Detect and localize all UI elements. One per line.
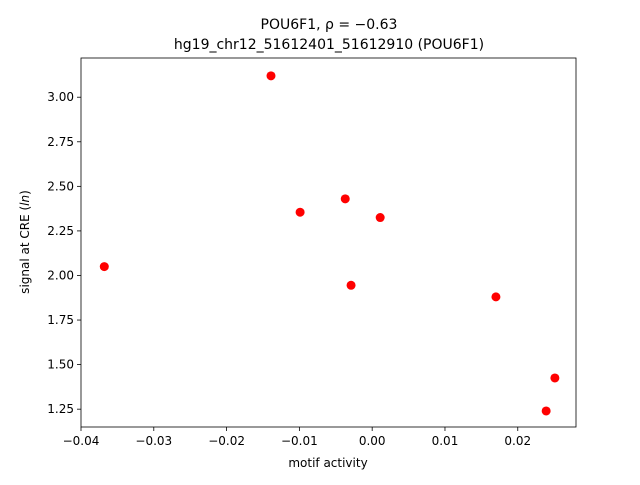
y-axis-label-unit: ln [18, 195, 32, 206]
y-axis-label: signal at CRE (ln) [18, 190, 32, 294]
x-tick-label: −0.03 [135, 434, 172, 448]
data-point [491, 292, 501, 302]
x-tick-label: 0.02 [504, 434, 531, 448]
chart-title-line-2: hg19_chr12_51612401_51612910 (POU6F1) [174, 37, 484, 53]
data-point [340, 194, 350, 204]
data-point [541, 406, 551, 416]
y-tick-label: 2.75 [47, 135, 74, 149]
chart-title-line-1: POU6F1, ρ = −0.63 [261, 17, 398, 33]
plot-frame [80, 57, 577, 428]
y-axis-label-suffix: ) [18, 190, 32, 195]
y-tick-label: 2.00 [47, 268, 74, 282]
y-tick-label: 1.25 [47, 402, 74, 416]
x-tick-label: −0.02 [208, 434, 245, 448]
y-axis-label-prefix: signal at CRE ( [18, 206, 32, 294]
data-point [375, 213, 385, 223]
x-tick-label: −0.01 [281, 434, 318, 448]
data-point [99, 262, 109, 272]
data-point [550, 373, 560, 383]
y-tick-label: 2.50 [47, 179, 74, 193]
x-axis-label: motif activity [288, 456, 367, 470]
data-points [99, 71, 560, 416]
x-tick-label: 0.00 [359, 434, 386, 448]
y-tick-label: 3.00 [47, 90, 74, 104]
data-point [266, 71, 276, 81]
x-tick-label: 0.01 [432, 434, 459, 448]
data-point [346, 280, 356, 290]
data-point [295, 207, 305, 217]
axis-ticks: −0.04 −0.03 −0.02 −0.01 0.00 0.01 0.02 1.25 1.50… [47, 90, 531, 448]
y-tick-label: 2.25 [47, 224, 74, 238]
y-tick-label: 1.50 [47, 358, 74, 372]
y-tick-label: 1.75 [47, 313, 74, 327]
x-tick-label: −0.04 [63, 434, 100, 448]
